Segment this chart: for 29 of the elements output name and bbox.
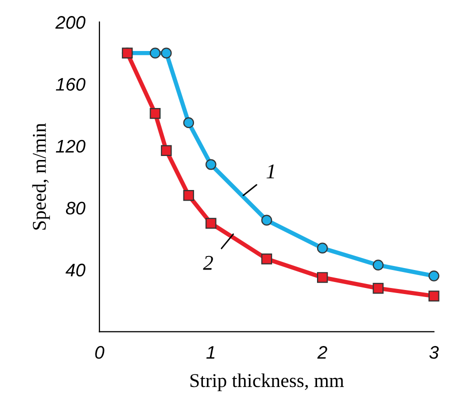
x-axis-title: Strip thickness, mm xyxy=(190,373,344,392)
point xyxy=(372,282,384,294)
point xyxy=(206,218,216,229)
point xyxy=(261,253,272,264)
point xyxy=(261,214,272,226)
point xyxy=(160,145,172,156)
point xyxy=(183,117,194,128)
y-tick-label: 200 xyxy=(55,16,86,29)
point xyxy=(206,159,216,170)
y-tick-label: 80 xyxy=(66,202,86,215)
x-tick-label: 0 xyxy=(95,346,104,359)
y-tick-label: 120 xyxy=(56,140,86,153)
x-tick-label: 2 xyxy=(317,346,328,359)
y-tick-label: 160 xyxy=(56,78,86,91)
point xyxy=(428,270,440,282)
y-tick-label: 40 xyxy=(66,264,86,276)
point xyxy=(183,190,194,201)
point xyxy=(317,242,328,254)
point xyxy=(317,272,328,283)
point xyxy=(428,290,440,302)
annotation: 2 xyxy=(203,256,213,270)
point xyxy=(150,48,161,58)
annotation: 1 xyxy=(266,164,274,178)
x-tick-label: 1 xyxy=(206,346,214,359)
point xyxy=(150,108,161,119)
point xyxy=(372,260,384,271)
x-tick-label: 3 xyxy=(429,346,439,359)
point xyxy=(160,48,172,58)
y-axis-title: Speed, m/min xyxy=(32,123,50,230)
